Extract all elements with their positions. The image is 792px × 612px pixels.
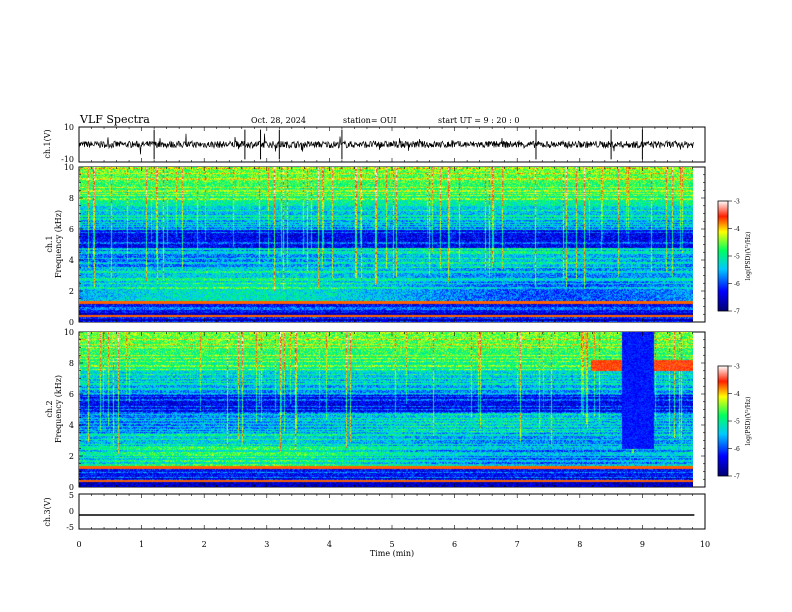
- figure-title: VLF Spectra: [79, 113, 150, 126]
- ch1-waveform-trace: [78, 129, 695, 160]
- colorbar-tick-label: -3: [734, 364, 740, 371]
- colorbar-tick-label: -6: [734, 446, 740, 453]
- y-tick-label: 10: [64, 163, 74, 172]
- x-tick-label: 7: [515, 540, 520, 549]
- ch3-waveform-panel: 5 0 -5 ch.3(V): [43, 491, 706, 532]
- x-tick-label: 2: [202, 540, 207, 549]
- ch2-colorbar-bar: [717, 365, 729, 477]
- ch1-waveform-panel: 10 -10 ch.1(V): [43, 123, 706, 164]
- y-tick-label: 4: [69, 256, 74, 265]
- x-tick-label: 4: [327, 540, 332, 549]
- ch1-spectrogram-ylabel-line2: Frequency (kHz): [54, 210, 63, 278]
- ch1-colorbar-bar: [717, 200, 729, 312]
- colorbar-tick-label: -4: [734, 226, 740, 233]
- colorbar-tick-label: -5: [734, 254, 740, 261]
- ch2-spectrogram-ylabel-line2: Frequency (kHz): [54, 375, 63, 443]
- colorbar-tick-label: -7: [734, 309, 740, 316]
- ch1-spectrogram-ylabel-line1: ch.1: [45, 235, 54, 252]
- ch1-ytick-bottom: -10: [61, 155, 74, 164]
- x-tick-label: 10: [700, 540, 710, 549]
- x-axis: 0 1 2 3 4 5 6 7 8 9 10: [76, 127, 710, 549]
- x-tick-label: 1: [139, 540, 144, 549]
- colorbar-tick-label: -6: [734, 281, 740, 288]
- y-tick-label: 2: [69, 452, 74, 461]
- ch2-spectrogram-ylabel-line1: ch.2: [45, 400, 54, 417]
- ch1-spectrogram-panel: 0 2 4 6 8 10 ch.1 Frequency (kHz): [45, 163, 706, 327]
- y-tick-label: 8: [69, 359, 74, 368]
- y-tick-label: 6: [69, 225, 74, 234]
- ch1-waveform-ylabel: ch.1(V): [43, 129, 52, 158]
- y-tick-label: 0: [69, 483, 74, 492]
- y-tick-label: 8: [69, 194, 74, 203]
- colorbar-tick-label: -4: [734, 391, 740, 398]
- x-tick-label: 3: [264, 540, 269, 549]
- ch1-waveform-line: [78, 133, 695, 155]
- start-time-label: start UT = 9 : 20 : 0: [438, 116, 519, 125]
- x-tick-label: 0: [76, 540, 81, 549]
- ch1-colorbar-label: log(PSD)(V²/Hz): [745, 232, 752, 281]
- ch1-colorbar: -3 -4 -5 -6 -7 log(PSD)(V²/Hz): [717, 199, 752, 316]
- ch3-ytick-mid: 0: [69, 507, 74, 516]
- ch3-ytick-top: 5: [69, 491, 74, 500]
- x-tick-label: 5: [389, 540, 394, 549]
- x-tick-label: 9: [640, 540, 645, 549]
- y-tick-label: 4: [69, 421, 74, 430]
- colorbar-tick-label: -5: [734, 419, 740, 426]
- ch3-ytick-bottom: -5: [66, 523, 74, 532]
- y-tick-label: 6: [69, 390, 74, 399]
- x-tick-label: 6: [452, 540, 457, 549]
- ch2-spectrogram-image: [79, 332, 693, 487]
- date-label: Oct. 28, 2024: [251, 116, 306, 125]
- ch1-ytick-top: 10: [64, 123, 74, 132]
- y-tick-label: 2: [69, 287, 74, 296]
- x-axis-label: Time (min): [370, 549, 414, 558]
- ch2-colorbar: -3 -4 -5 -6 -7 log(PSD)(V²/Hz): [717, 364, 752, 481]
- ch3-waveform-frame: [78, 493, 706, 530]
- ch1-spectrogram-image: [79, 167, 693, 322]
- ch2-spectrogram-panel: 0 2 4 6 8 10 ch.2 Frequency (kHz): [45, 328, 706, 492]
- colorbar-tick-label: -7: [734, 474, 740, 481]
- colorbar-tick-label: -3: [734, 199, 740, 206]
- y-tick-label: 0: [69, 318, 74, 327]
- x-tick-label: 8: [577, 540, 582, 549]
- ch3-waveform-ylabel: ch.3(V): [43, 497, 52, 526]
- y-tick-label: 10: [64, 328, 74, 337]
- ch2-colorbar-label: log(PSD)(V²/Hz): [745, 397, 752, 446]
- station-label: station= OUI: [343, 116, 397, 125]
